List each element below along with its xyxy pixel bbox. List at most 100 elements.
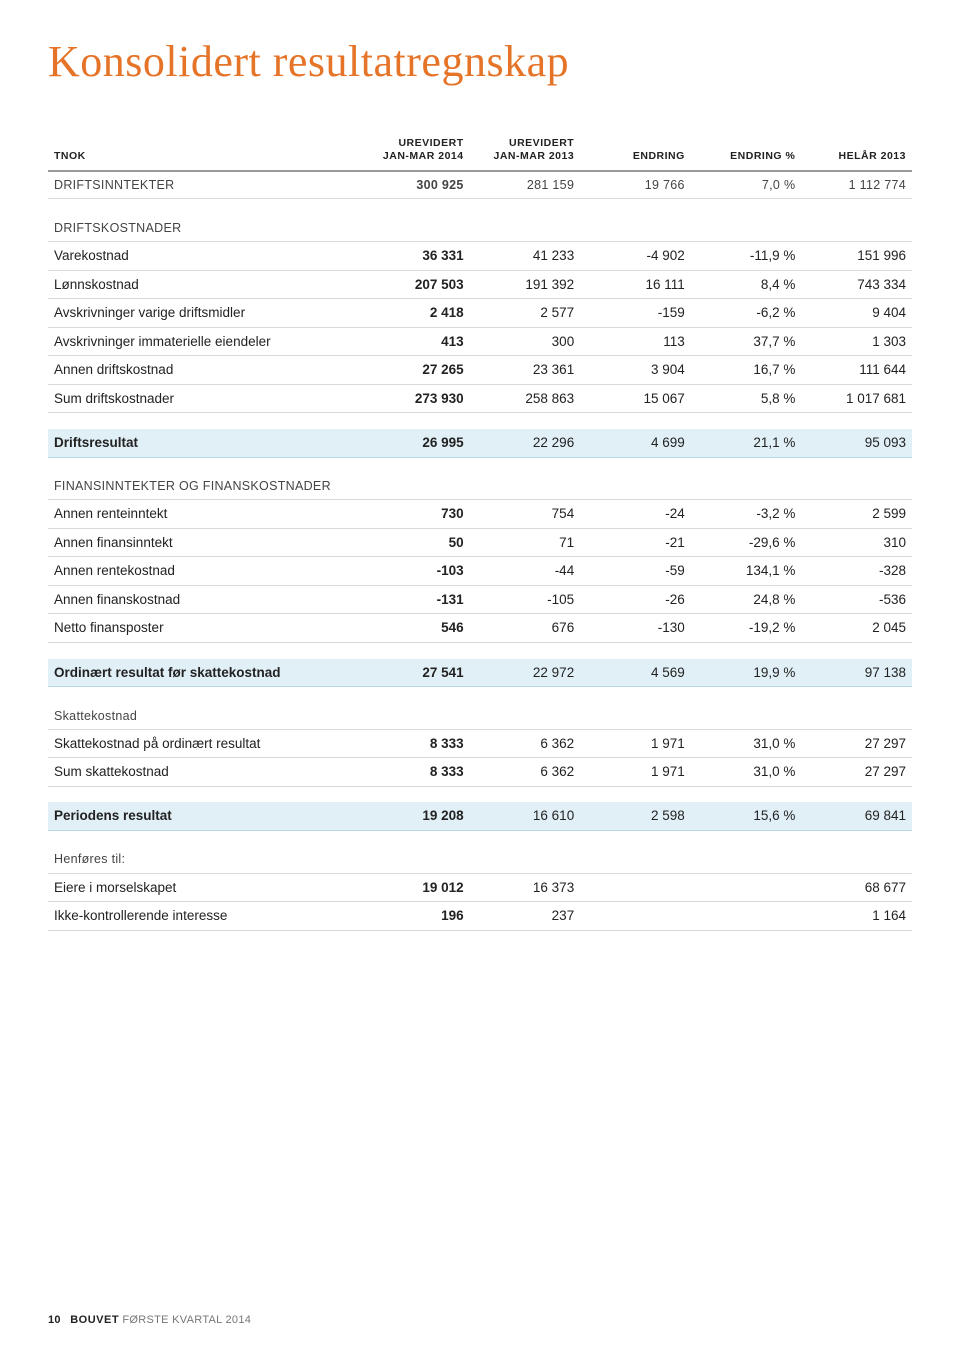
row-value: -24 <box>580 500 691 529</box>
row-value: 68 677 <box>801 873 912 902</box>
row-value: 19 208 <box>359 802 470 830</box>
table-row <box>48 786 912 802</box>
row-value: 207 503 <box>359 270 470 299</box>
row-label: Skattekostnad på ordinært resultat <box>48 729 359 758</box>
row-value: 19 012 <box>359 873 470 902</box>
row-value: 19,9 % <box>691 659 802 687</box>
table-row: DRIFTSINNTEKTER300 925281 15919 7667,0 %… <box>48 171 912 199</box>
row-value: 7,0 % <box>691 171 802 199</box>
row-value: 15 067 <box>580 384 691 413</box>
table-row: Skattekostnad på ordinært resultat8 3336… <box>48 729 912 758</box>
table-row: DRIFTSKOSTNADER <box>48 215 912 242</box>
table-row: Ordinært resultat før skattekostnad27 54… <box>48 659 912 687</box>
col-jan-mar-2013: UREVIDERTJAN-MAR 2013 <box>470 131 581 171</box>
table-row: Annen renteinntekt730754-24-3,2 %2 599 <box>48 500 912 529</box>
table-row <box>48 457 912 473</box>
row-value: -328 <box>801 557 912 586</box>
row-value: 191 392 <box>470 270 581 299</box>
col-helar-2013: HELÅR 2013 <box>801 131 912 171</box>
row-value: 23 361 <box>470 356 581 385</box>
row-value: 8 333 <box>359 758 470 787</box>
row-value: 1 971 <box>580 758 691 787</box>
row-value: -59 <box>580 557 691 586</box>
table-row: FINANSINNTEKTER OG FINANSKOSTNADER <box>48 473 912 500</box>
page-title: Konsolidert resultatregnskap <box>48 36 912 87</box>
row-value: 300 <box>470 327 581 356</box>
row-value: -103 <box>359 557 470 586</box>
row-value: 16,7 % <box>691 356 802 385</box>
table-row <box>48 830 912 846</box>
table-row <box>48 687 912 703</box>
col-endring: ENDRING <box>580 131 691 171</box>
row-value: 237 <box>470 902 581 931</box>
footer-brand: BOUVET <box>70 1314 119 1326</box>
row-value: 1 112 774 <box>801 171 912 199</box>
row-value: 97 138 <box>801 659 912 687</box>
row-value: 27 297 <box>801 758 912 787</box>
row-value: 196 <box>359 902 470 931</box>
row-value: 22 972 <box>470 659 581 687</box>
income-statement-table: TNOK UREVIDERTJAN-MAR 2014 UREVIDERTJAN-… <box>48 131 912 931</box>
row-label: DRIFTSINNTEKTER <box>48 171 359 199</box>
row-value: 16 610 <box>470 802 581 830</box>
row-value: 27 265 <box>359 356 470 385</box>
table-row: Skattekostnad <box>48 703 912 730</box>
row-value: 1 164 <box>801 902 912 931</box>
row-value: 9 404 <box>801 299 912 328</box>
row-value: -105 <box>470 585 581 614</box>
row-label: Varekostnad <box>48 242 359 271</box>
row-value: 69 841 <box>801 802 912 830</box>
table-row: Henføres til: <box>48 846 912 873</box>
row-label: Ordinært resultat før skattekostnad <box>48 659 359 687</box>
row-value: -21 <box>580 528 691 557</box>
row-value: 273 930 <box>359 384 470 413</box>
page-footer: 10 BOUVET FØRSTE KVARTAL 2014 <box>48 1314 251 1326</box>
col-jan-mar-2014: UREVIDERTJAN-MAR 2014 <box>359 131 470 171</box>
col-label: TNOK <box>48 131 359 171</box>
row-value: 24,8 % <box>691 585 802 614</box>
table-row: Driftsresultat26 99522 2964 69921,1 %95 … <box>48 429 912 457</box>
row-value <box>691 873 802 902</box>
row-value: -130 <box>580 614 691 643</box>
row-value: 3 904 <box>580 356 691 385</box>
table-row: Varekostnad36 33141 233-4 902-11,9 %151 … <box>48 242 912 271</box>
row-value: 2 599 <box>801 500 912 529</box>
row-value <box>580 902 691 931</box>
table-row: Lønnskostnad207 503191 39216 1118,4 %743… <box>48 270 912 299</box>
row-value: 36 331 <box>359 242 470 271</box>
col-endring-pct: ENDRING % <box>691 131 802 171</box>
table-header-row: TNOK UREVIDERTJAN-MAR 2014 UREVIDERTJAN-… <box>48 131 912 171</box>
row-value: 1 017 681 <box>801 384 912 413</box>
row-value: -131 <box>359 585 470 614</box>
row-label: Netto finansposter <box>48 614 359 643</box>
row-value: 151 996 <box>801 242 912 271</box>
row-value: -159 <box>580 299 691 328</box>
row-value: 15,6 % <box>691 802 802 830</box>
row-value: 2 418 <box>359 299 470 328</box>
row-value: -44 <box>470 557 581 586</box>
row-label: Driftsresultat <box>48 429 359 457</box>
row-value: 50 <box>359 528 470 557</box>
table-row: Sum skattekostnad8 3336 3621 97131,0 %27… <box>48 758 912 787</box>
row-value: -6,2 % <box>691 299 802 328</box>
row-value: 743 334 <box>801 270 912 299</box>
table-row: Periodens resultat19 20816 6102 59815,6 … <box>48 802 912 830</box>
table-row: Ikke-kontrollerende interesse1962371 164 <box>48 902 912 931</box>
table-row: Avskrivninger varige driftsmidler2 4182 … <box>48 299 912 328</box>
row-value: -536 <box>801 585 912 614</box>
row-value: 41 233 <box>470 242 581 271</box>
row-value: 19 766 <box>580 171 691 199</box>
row-label: Annen rentekostnad <box>48 557 359 586</box>
table-row <box>48 199 912 215</box>
row-label: Lønnskostnad <box>48 270 359 299</box>
row-value: 8 333 <box>359 729 470 758</box>
row-label: Annen finanskostnad <box>48 585 359 614</box>
row-value <box>691 902 802 931</box>
table-row: Annen driftskostnad27 26523 3613 90416,7… <box>48 356 912 385</box>
row-value: 2 045 <box>801 614 912 643</box>
row-label: Avskrivninger varige driftsmidler <box>48 299 359 328</box>
section-label: Skattekostnad <box>48 703 912 730</box>
row-value: 37,7 % <box>691 327 802 356</box>
section-label: DRIFTSKOSTNADER <box>48 215 912 242</box>
row-label: Annen renteinntekt <box>48 500 359 529</box>
